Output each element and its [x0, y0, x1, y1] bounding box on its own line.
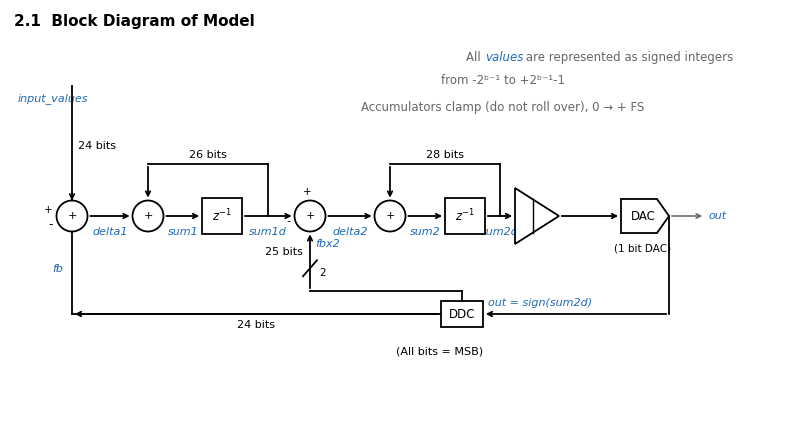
Circle shape [294, 201, 325, 231]
Text: All: All [466, 51, 484, 64]
Text: +: + [143, 211, 152, 220]
Bar [202, 198, 242, 234]
Text: input_values: input_values [18, 93, 88, 104]
Polygon shape [620, 199, 668, 233]
Text: sum1: sum1 [167, 227, 198, 237]
Text: 24 bits: 24 bits [78, 141, 116, 151]
Text: out: out [707, 211, 725, 221]
Text: out = sign(sum2d): out = sign(sum2d) [487, 298, 591, 308]
Text: Accumulators clamp (do not roll over), 0 → + FS: Accumulators clamp (do not roll over), 0… [361, 101, 644, 114]
Text: 2: 2 [319, 268, 325, 278]
Text: +: + [305, 211, 315, 220]
Text: -: - [48, 218, 53, 231]
Circle shape [374, 201, 405, 231]
Text: $z^{-1}$: $z^{-1}$ [212, 208, 232, 224]
Text: are represented as signed integers: are represented as signed integers [521, 51, 732, 64]
Bar [444, 198, 484, 234]
Text: from -2ᵇ⁻¹ to +2ᵇ⁻¹-1: from -2ᵇ⁻¹ to +2ᵇ⁻¹-1 [440, 74, 564, 87]
Text: sum2: sum2 [410, 227, 440, 237]
Text: sum1d: sum1d [249, 227, 287, 237]
Text: (1 bit DAC): (1 bit DAC) [614, 243, 671, 253]
Text: 28 bits: 28 bits [426, 150, 463, 160]
Text: DDC: DDC [448, 307, 474, 321]
Circle shape [132, 201, 163, 231]
Text: delta2: delta2 [332, 227, 367, 237]
Text: +: + [303, 186, 311, 197]
Text: sum2d: sum2d [480, 227, 518, 237]
Text: 25 bits: 25 bits [265, 247, 303, 257]
Text: +: + [385, 211, 394, 220]
Text: fb: fb [52, 264, 63, 274]
Text: 26 bits: 26 bits [189, 150, 227, 160]
Circle shape [57, 201, 88, 231]
Text: 24 bits: 24 bits [237, 320, 275, 330]
Text: fbx2: fbx2 [315, 239, 339, 249]
Text: +: + [67, 211, 76, 220]
Text: $z^{-1}$: $z^{-1}$ [454, 208, 474, 224]
Polygon shape [514, 188, 558, 244]
Bar [440, 301, 483, 327]
Text: (All bits = MSB): (All bits = MSB) [396, 346, 483, 356]
Text: values: values [484, 51, 523, 64]
Text: DAC: DAC [630, 210, 654, 223]
Text: 2.1  Block Diagram of Model: 2.1 Block Diagram of Model [14, 14, 255, 29]
Text: +: + [44, 205, 53, 215]
Text: -: - [286, 216, 290, 227]
Text: delta1: delta1 [92, 227, 127, 237]
